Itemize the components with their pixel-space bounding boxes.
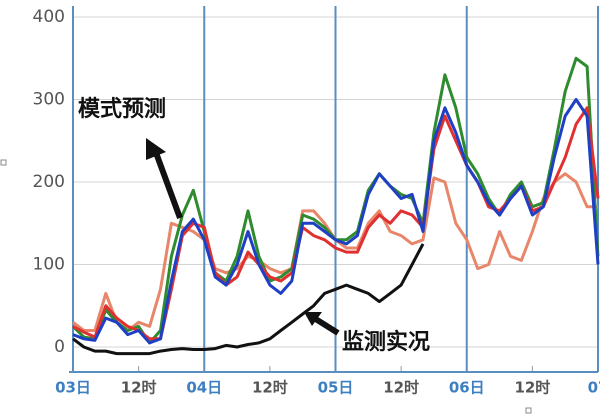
y-tick-label: 100: [33, 255, 65, 275]
annotations: 模式预测 监测实况: [78, 97, 430, 355]
y-tick-label: 400: [33, 7, 65, 27]
series-line: [72, 243, 425, 356]
x-tick-label: 12时: [383, 379, 419, 397]
x-tick-label: 06日: [449, 379, 485, 397]
annotation: 监测实况: [342, 329, 430, 355]
lines: [71, 56, 600, 356]
annotation: 模式预测: [78, 97, 166, 122]
y-tick-label: 0: [54, 337, 65, 357]
handle: [0, 159, 7, 166]
x-tick-label: 03日: [55, 379, 91, 397]
arrow: [312, 315, 340, 336]
y-tick-label: 200: [33, 172, 65, 192]
y-tick-label: 300: [33, 90, 65, 110]
arrow-head: [146, 138, 166, 160]
arrow-head: [304, 312, 322, 326]
x-tick-label: 12时: [514, 379, 550, 397]
handle: [525, 407, 532, 414]
series-line: [72, 98, 600, 345]
grid: 0 100 200 300 400 03日 12时 04日 12时 05日 12时 06日 12时 07: [33, 6, 600, 397]
x-tick-label: 05日: [318, 379, 354, 397]
x-tick-label: 12时: [252, 379, 288, 397]
x-tick-label: 04日: [186, 379, 222, 397]
x-tick-label: 12时: [121, 379, 157, 397]
x-tick-label: 07: [588, 379, 600, 397]
arrow: [152, 148, 183, 220]
